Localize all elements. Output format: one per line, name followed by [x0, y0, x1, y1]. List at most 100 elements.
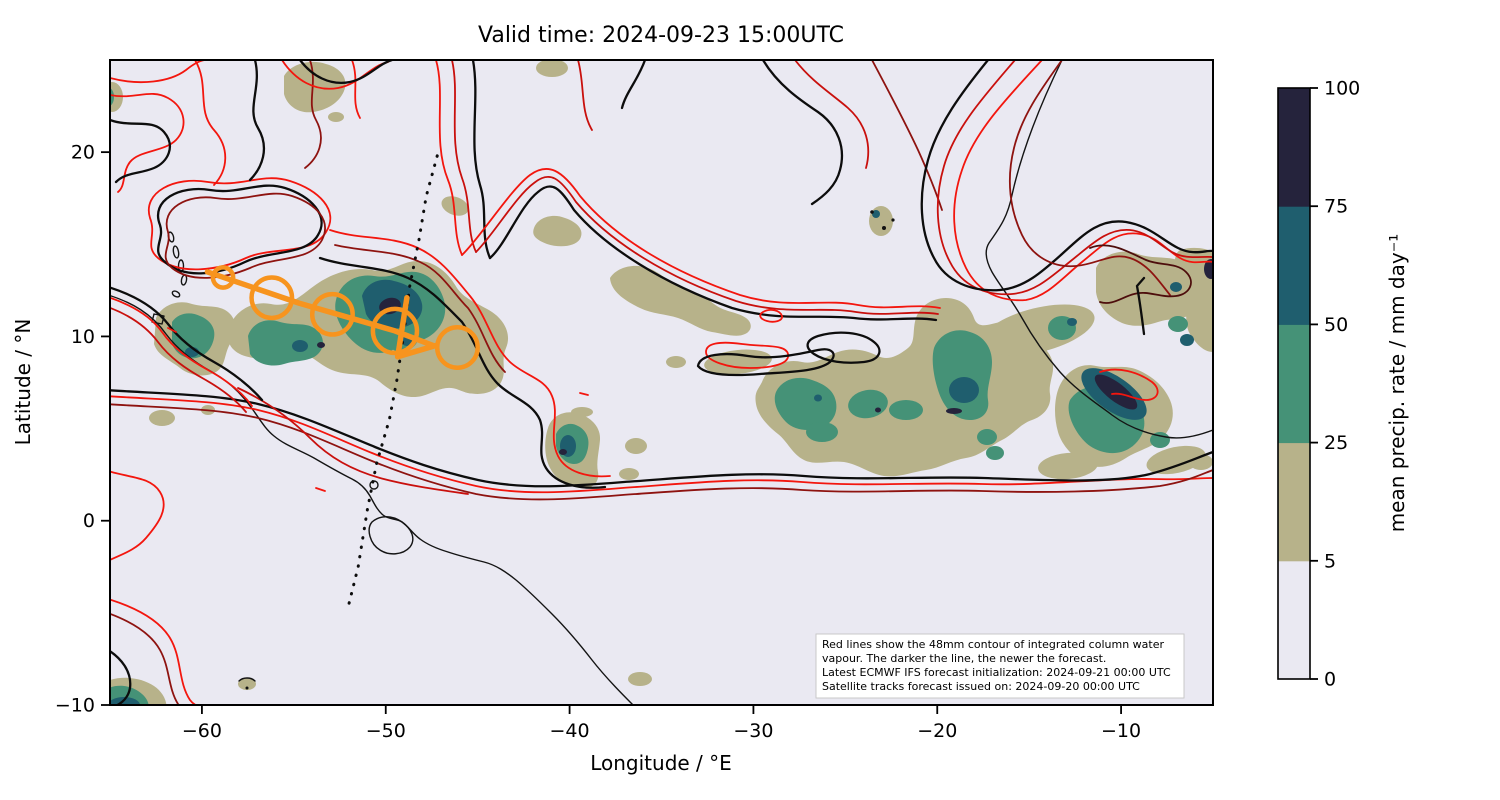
precip-blob-intense	[1067, 318, 1077, 326]
dotted-track	[345, 154, 439, 613]
precip-blob-heavy	[977, 429, 997, 445]
precip-blob-intense	[814, 394, 822, 402]
precip-blob-heavy	[1150, 432, 1170, 448]
iwv-contour-darkred	[304, 60, 322, 169]
precip-blob	[238, 678, 256, 690]
precip-blob-heavy	[172, 313, 215, 359]
coastline-island	[172, 245, 180, 259]
satellite-track-circle	[309, 291, 355, 337]
iwv-contour-black	[488, 185, 938, 322]
precip-blob	[625, 438, 647, 454]
iwv-contour-red	[110, 92, 185, 193]
coastline-island	[245, 686, 249, 690]
iwv-contour-red	[577, 60, 593, 131]
iwv-contour-darkred	[1009, 60, 1171, 296]
precip-field	[110, 60, 1213, 705]
plot-title: Valid time: 2024-09-23 15:00UTC	[478, 23, 844, 48]
precip-blob-heavy	[1168, 316, 1188, 332]
precip-blob-intense	[1170, 282, 1182, 292]
colorbar-segment	[1278, 206, 1310, 325]
precip-blob	[666, 356, 686, 368]
precip-blob-heavy	[248, 320, 323, 366]
iwv-contour-darkred	[110, 403, 1213, 501]
precip-blob	[149, 410, 175, 426]
satellite-track-circle	[370, 306, 420, 356]
y-axis-ticks: 20 10 0 −10	[55, 142, 110, 717]
iwv-contours	[110, 60, 1213, 705]
precip-blob	[619, 468, 639, 480]
coastline-island	[171, 290, 181, 298]
annotation-line: Satellite tracks forecast issued on: 202…	[822, 680, 1140, 693]
colorbar-label: mean precip. rate / mm day⁻¹	[1385, 234, 1409, 533]
iwv-contour-black	[110, 389, 1213, 488]
precip-blob-extreme	[1094, 374, 1138, 410]
y-axis-label: Latitude / °N	[11, 319, 35, 446]
iwv-contour-red	[315, 487, 326, 492]
coastline-island	[368, 516, 414, 555]
precip-blob-heavy	[774, 377, 837, 430]
x-axis-ticks: −60 −50 −40 −30 −20 −10	[182, 705, 1141, 742]
iwv-contour-black	[696, 348, 835, 377]
precip-blob-extreme	[1204, 259, 1213, 279]
x-tick-label: −60	[182, 720, 222, 742]
precip-blob	[536, 60, 568, 77]
satellite-track-circle	[210, 265, 236, 290]
x-tick-label: −50	[366, 720, 406, 742]
annotation-line: vapour. The darker the line, the newer t…	[822, 652, 1106, 665]
iwv-contour-red	[579, 392, 589, 396]
colorbar-tick-label: 5	[1324, 550, 1336, 572]
precip-blob	[533, 215, 582, 247]
iwv-contour-black	[318, 256, 607, 489]
y-tick-label: 10	[71, 326, 95, 348]
iwv-contour-black	[1135, 276, 1146, 336]
precip-blob-extreme	[317, 342, 325, 348]
coastline-island	[891, 218, 895, 222]
iwv-contour-black	[298, 60, 394, 85]
coastline-island	[238, 677, 256, 682]
iwv-contour-red	[794, 60, 870, 169]
iwv-contour-red	[475, 176, 939, 315]
satellite-track-segment	[394, 294, 410, 360]
precip-blob-intense	[292, 340, 308, 352]
colorbar-segment	[1278, 560, 1310, 680]
precip-blob-extreme	[875, 407, 881, 413]
precip-blob-intense	[872, 210, 880, 218]
colorbar-tick-label: 0	[1324, 669, 1336, 691]
satellite-track-segment	[394, 342, 439, 360]
x-tick-label: −10	[1101, 720, 1141, 742]
precip-blob	[110, 82, 123, 112]
dotted-track-line	[345, 154, 439, 613]
iwv-contour-black	[248, 60, 266, 182]
iwv-contour-red	[110, 598, 198, 705]
precip-blob-extreme	[559, 449, 567, 455]
iwv-contour-red	[705, 341, 789, 369]
x-axis-label: Longitude / °E	[590, 751, 732, 775]
colorbar-segment	[1278, 442, 1310, 562]
precip-blob-heavy	[889, 400, 923, 420]
annotation-background	[815, 633, 1185, 699]
colorbar-tick-label: 50	[1324, 314, 1348, 336]
precip-blob	[328, 112, 344, 122]
y-tick-label: 0	[83, 510, 95, 532]
map-layers	[110, 60, 1213, 705]
iwv-contour-darkred	[334, 244, 506, 373]
iwv-contour-black	[620, 60, 647, 110]
iwv-contour-black	[806, 331, 881, 364]
precip-blob-heavy	[986, 446, 1004, 460]
iwv-contour-black	[110, 649, 132, 705]
precip-blob-heavy	[806, 422, 838, 442]
iwv-contour-red	[110, 470, 165, 561]
iwv-contour-red	[435, 60, 463, 256]
precip-blob-intense	[949, 377, 979, 403]
iwv-contour-red	[110, 306, 247, 413]
precip-blob-intense	[1180, 334, 1194, 346]
precip-blob	[610, 265, 751, 336]
colorbar-tick-label: 75	[1324, 196, 1348, 218]
satellite-track-circle	[249, 275, 295, 321]
precip-blob	[571, 407, 593, 417]
annotation-line: Red lines show the 48mm contour of integ…	[822, 638, 1164, 651]
iwv-contour-black	[110, 286, 264, 402]
iwv-contour-darkred	[871, 60, 943, 211]
